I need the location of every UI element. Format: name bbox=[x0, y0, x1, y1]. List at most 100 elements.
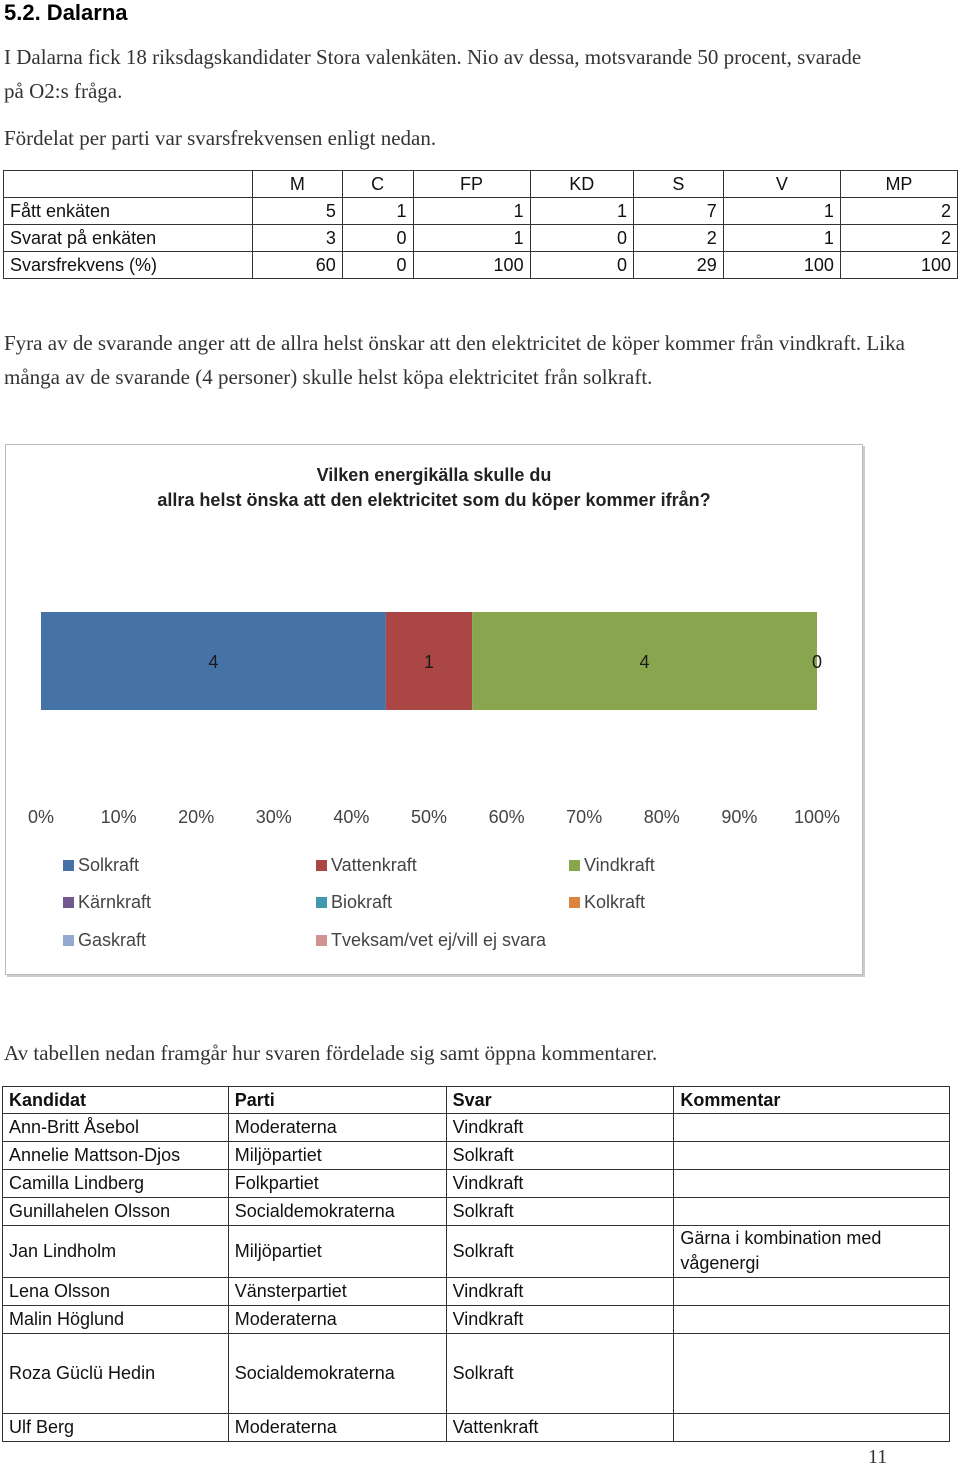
party-cell: Socialdemokraterna bbox=[227, 1333, 447, 1414]
bar-segment-vindkraft bbox=[472, 612, 817, 710]
table-row: Ann-Britt Åsebol Moderaterna Vindkraft bbox=[2, 1113, 950, 1142]
comment-cell bbox=[673, 1277, 950, 1306]
stats-header-row: M C FP KD S V MP bbox=[3, 170, 959, 198]
answer-cell: Vindkraft bbox=[445, 1169, 675, 1198]
data-label: 4 bbox=[208, 652, 218, 672]
answer-cell: Solkraft bbox=[445, 1197, 675, 1226]
answer-cell: Solkraft bbox=[445, 1225, 675, 1278]
legend-swatch bbox=[316, 897, 327, 908]
legend-swatch bbox=[63, 860, 74, 871]
legend-label: Solkraft bbox=[78, 855, 139, 875]
party-column-header: KD bbox=[529, 170, 634, 198]
party-column-header: V bbox=[722, 170, 841, 198]
stats-cell: 1 bbox=[529, 197, 634, 225]
party-cell: Folkpartiet bbox=[227, 1169, 447, 1198]
data-label: 4 bbox=[640, 652, 650, 672]
bar-segment-vattenkraft bbox=[385, 612, 473, 710]
data-label: 1 bbox=[424, 652, 434, 672]
candidate-cell: Jan Lindholm bbox=[2, 1225, 229, 1278]
party-column-header: MP bbox=[839, 170, 959, 198]
response-rate-table: M C FP KD S V MP Fått enkäten 5 1 1 1 7 … bbox=[3, 170, 959, 279]
candidate-cell: Roza Güclü Hedin bbox=[2, 1333, 229, 1414]
stats-cell: 2 bbox=[839, 224, 959, 252]
stats-cell: 0 bbox=[341, 251, 414, 279]
table-row: Ulf Berg Moderaterna Vattenkraft bbox=[2, 1413, 950, 1442]
table-intro-paragraph: Av tabellen nedan framgår hur svaren för… bbox=[4, 1041, 658, 1065]
stats-cell: 1 bbox=[412, 197, 531, 225]
stats-row-label: Fått enkäten bbox=[3, 197, 253, 225]
answer-cell: Vindkraft bbox=[445, 1277, 675, 1306]
table-row: Gunillahelen Olsson Socialdemokraterna S… bbox=[2, 1197, 950, 1226]
stats-cell: 7 bbox=[632, 197, 724, 225]
stats-cell: 1 bbox=[341, 197, 414, 225]
column-header-answer: Svar bbox=[445, 1086, 675, 1114]
comment-cell bbox=[673, 1113, 950, 1142]
stats-row-received: Fått enkäten 5 1 1 1 7 1 2 bbox=[3, 197, 959, 225]
stats-cell: 0 bbox=[529, 251, 634, 279]
x-tick-label: 100% bbox=[794, 807, 840, 827]
x-tick-label: 20% bbox=[178, 807, 214, 827]
candidate-cell: Gunillahelen Olsson bbox=[2, 1197, 229, 1226]
x-tick-label: 70% bbox=[566, 807, 602, 827]
stats-cell: 1 bbox=[722, 197, 841, 225]
party-cell: Vänsterpartiet bbox=[227, 1277, 447, 1306]
legend-swatch bbox=[569, 860, 580, 871]
chart-title: Vilken energikälla skulle du bbox=[317, 465, 552, 485]
comment-cell bbox=[673, 1169, 950, 1198]
comment-cell bbox=[673, 1141, 950, 1170]
legend-swatch bbox=[569, 897, 580, 908]
table-row: Camilla Lindberg Folkpartiet Vindkraft bbox=[2, 1169, 950, 1198]
candidate-cell: Ulf Berg bbox=[2, 1413, 229, 1442]
x-tick-label: 80% bbox=[644, 807, 680, 827]
candidate-response-table: Kandidat Parti Svar Kommentar Ann-Britt … bbox=[2, 1086, 950, 1442]
answer-cell: Vindkraft bbox=[445, 1113, 675, 1142]
stats-cell: 0 bbox=[341, 224, 414, 252]
data-label: 0 bbox=[812, 652, 822, 672]
x-axis: 0% 10% 20% 30% 40% 50% 60% 70% 80% 90% 100% bbox=[28, 807, 840, 827]
legend-swatch bbox=[316, 935, 327, 946]
x-tick-label: 10% bbox=[101, 807, 137, 827]
table-row: Malin Höglund Moderaterna Vindkraft bbox=[2, 1305, 950, 1334]
stats-cell: 1 bbox=[722, 224, 841, 252]
bar-group bbox=[41, 612, 817, 710]
chart-legend: Solkraft Vattenkraft Vindkraft Kärnkraft Bio… bbox=[63, 855, 655, 950]
party-cell: Moderaterna bbox=[227, 1113, 447, 1142]
x-tick-label: 60% bbox=[489, 807, 525, 827]
page-number: 11 bbox=[868, 1446, 888, 1468]
table-row: Roza Güclü Hedin Socialdemokraterna Solk… bbox=[2, 1333, 950, 1414]
stats-row-rate: Svarsfrekvens (%) 60 0 100 0 29 100 100 bbox=[3, 251, 959, 279]
party-cell: Miljöpartiet bbox=[227, 1141, 447, 1170]
stats-cell: 2 bbox=[839, 197, 959, 225]
legend-swatch bbox=[63, 897, 74, 908]
legend-swatch bbox=[316, 860, 327, 871]
comment-cell: Gärna i kombination med vågenergi bbox=[673, 1225, 950, 1278]
party-column-header: FP bbox=[412, 170, 531, 198]
x-tick-label: 30% bbox=[256, 807, 292, 827]
party-column-header: C bbox=[341, 170, 414, 198]
legend-label: Tveksam/vet ej/vill ej svara bbox=[331, 930, 547, 950]
party-cell: Socialdemokraterna bbox=[227, 1197, 447, 1226]
answer-cell: Vindkraft bbox=[445, 1305, 675, 1334]
stats-cell: 1 bbox=[412, 224, 531, 252]
comment-cell bbox=[673, 1305, 950, 1334]
legend-label: Vindkraft bbox=[584, 855, 655, 875]
legend-label: Kolkraft bbox=[584, 892, 645, 912]
stats-cell: 5 bbox=[252, 197, 343, 225]
table-row: Jan Lindholm Miljöpartiet Solkraft Gärna… bbox=[2, 1225, 950, 1278]
legend-label: Vattenkraft bbox=[331, 855, 417, 875]
section-heading: 5.2. Dalarna bbox=[4, 0, 128, 25]
x-tick-label: 40% bbox=[333, 807, 369, 827]
stats-cell: 100 bbox=[722, 251, 841, 279]
stats-cell: 100 bbox=[839, 251, 959, 279]
stats-row-label: Svarat på enkäten bbox=[3, 224, 253, 252]
chart-title: allra helst önska att den elektricitet s… bbox=[157, 490, 710, 510]
x-tick-label: 0% bbox=[28, 807, 54, 827]
comment-cell bbox=[673, 1333, 950, 1414]
candidate-cell: Annelie Mattson-Djos bbox=[2, 1141, 229, 1170]
bar-segment-solkraft bbox=[41, 612, 386, 710]
stats-cell: 29 bbox=[632, 251, 724, 279]
chart-canvas: Vilken energikälla skulle du allra helst… bbox=[28, 465, 840, 950]
answer-cell: Solkraft bbox=[445, 1333, 675, 1414]
comment-cell bbox=[673, 1413, 950, 1442]
stats-cell: 2 bbox=[632, 224, 724, 252]
